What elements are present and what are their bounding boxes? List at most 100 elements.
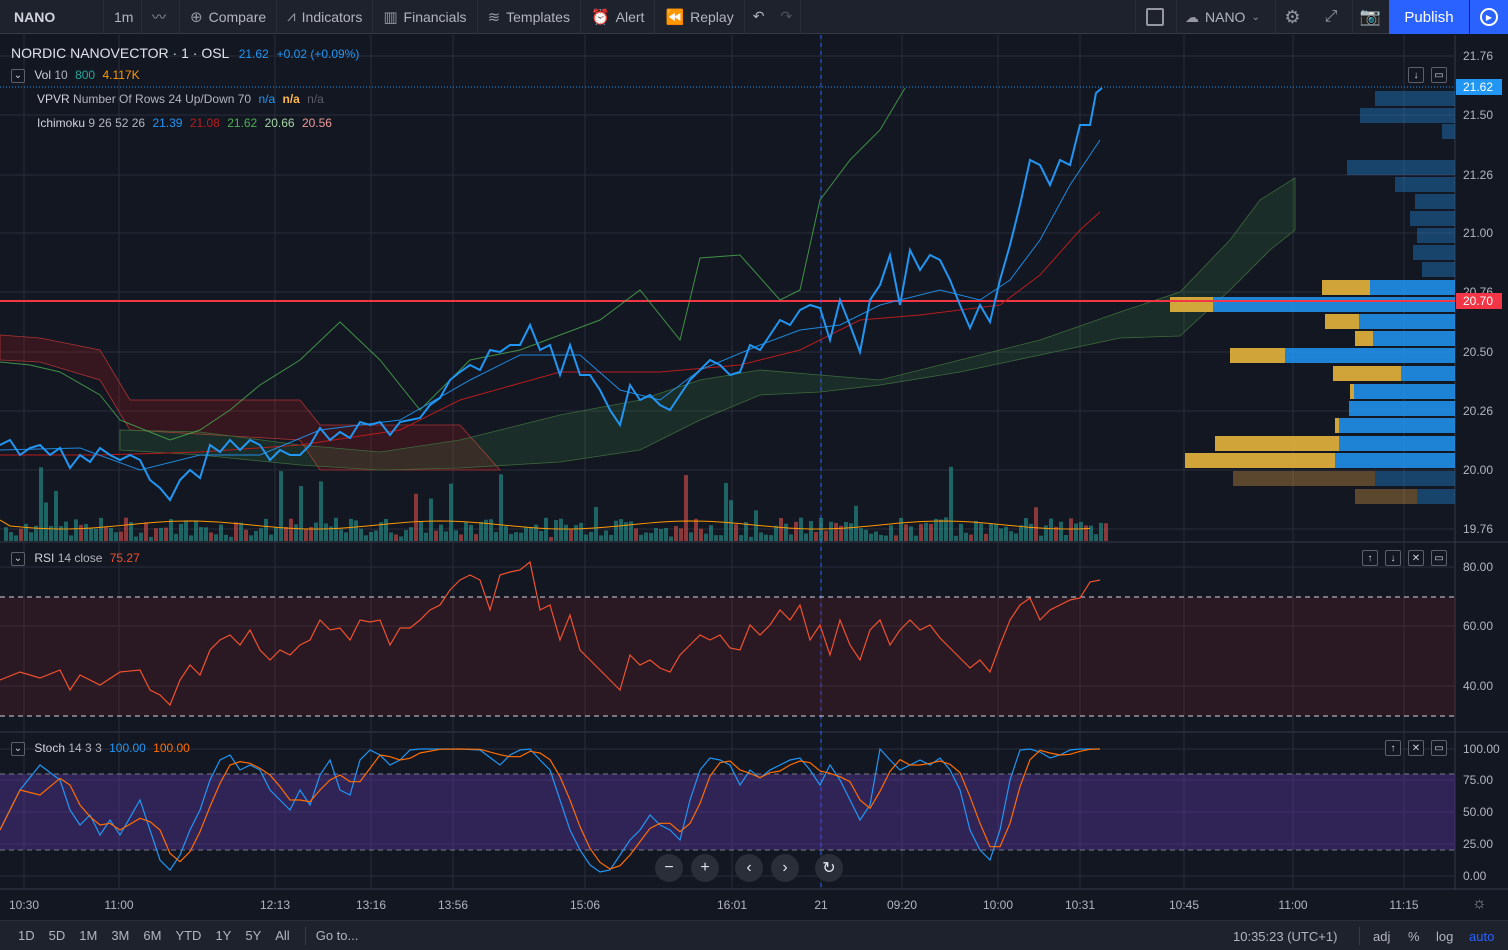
vpvr-legend[interactable]: VPVR Number Of Rows 24 Up/Down 70 n/a n/… [37, 92, 324, 106]
maximize-stoch-button[interactable]: ▭ [1431, 740, 1447, 756]
move-rsi-up-button[interactable]: ↑ [1362, 550, 1378, 566]
indicators-button[interactable]: ⩘ Indicators [277, 0, 374, 34]
interval-button[interactable]: 1m [104, 0, 142, 34]
zoom-out-button[interactable]: − [655, 854, 683, 882]
auto-toggle[interactable]: auto [1469, 929, 1495, 944]
volume-bar [884, 535, 888, 541]
vpvr-up-bar [1413, 245, 1455, 260]
time-axis-settings-button[interactable]: ☼ [1472, 895, 1487, 913]
percent-toggle[interactable]: % [1408, 929, 1420, 944]
reset-chart-button[interactable]: ↻ [815, 854, 843, 882]
stoch-legend[interactable]: ⌄ Stoch 14 3 3 100.00 100.00 [11, 741, 190, 756]
range-all[interactable]: All [275, 928, 290, 943]
templates-button[interactable]: ≋ Templates [478, 0, 581, 34]
move-rsi-down-button[interactable]: ↓ [1385, 550, 1401, 566]
volume-bar [89, 527, 93, 541]
volume-bar [264, 518, 268, 541]
volume-bar [599, 535, 603, 541]
scroll-left-button[interactable]: ‹ [735, 854, 763, 882]
volume-bar [389, 532, 393, 541]
chart-style-button[interactable]: 〰 [142, 0, 180, 34]
range-5y[interactable]: 5Y [245, 928, 262, 943]
indicators-label: Indicators [301, 8, 363, 25]
chart-canvas[interactable]: 21.7621.5021.2621.0020.7620.5020.2620.00… [0, 35, 1508, 890]
volume-bar [944, 517, 948, 541]
expand-button[interactable]: ⤢ [1314, 0, 1348, 34]
volume-bar [634, 528, 638, 541]
volume-bar [759, 532, 763, 541]
collapse-rsi-button[interactable]: ⌄ [11, 551, 25, 566]
replay-button[interactable]: ⏪ Replay [655, 0, 745, 34]
volume-bar [789, 534, 793, 541]
play-button[interactable]: ▶ [1470, 0, 1508, 34]
snapshot-button[interactable]: 📷 [1352, 0, 1388, 34]
alert-button[interactable]: ⏰ Alert [581, 0, 656, 34]
range-1y[interactable]: 1Y [215, 928, 232, 943]
volume-bar [954, 535, 958, 541]
volume-bar [1039, 535, 1043, 541]
adj-toggle[interactable]: adj [1373, 929, 1391, 944]
ichimoku-params: 9 26 52 26 [88, 116, 146, 130]
time-label: 12:13 [259, 898, 291, 912]
volume-bar [1029, 523, 1033, 541]
volume-bar [1059, 521, 1063, 541]
collapse-stoch-button[interactable]: ⌄ [11, 741, 25, 756]
volume-bar [184, 520, 188, 541]
volume-bar [964, 532, 968, 541]
volume-bar [109, 527, 113, 541]
volume-bar [519, 532, 523, 541]
range-1m[interactable]: 1M [79, 928, 98, 943]
undo-button[interactable]: ↶ [745, 0, 773, 34]
ichimoku-legend[interactable]: Ichimoku 9 26 52 26 21.39 21.08 21.62 20… [37, 116, 332, 130]
volume-bar [734, 524, 738, 541]
goto-button[interactable]: Go to... [315, 928, 359, 943]
vpvr-up-bar [1401, 366, 1455, 381]
volume-bar [1019, 525, 1023, 541]
volume-bar [24, 523, 28, 541]
zoom-in-button[interactable]: + [691, 854, 719, 882]
volume-bar [719, 535, 723, 541]
time-label: 11:15 [1389, 898, 1419, 912]
volume-bar [414, 493, 418, 541]
compare-button[interactable]: ⊕ Compare [180, 0, 278, 34]
maximize-pane-button[interactable]: ▭ [1431, 67, 1447, 83]
vpvr-up-bar [1370, 280, 1455, 295]
time-label: 09:20 [886, 898, 918, 912]
volume-bar [579, 522, 583, 541]
redo-button[interactable]: ↷ [772, 0, 802, 34]
volume-bar [904, 524, 908, 541]
range-ytd[interactable]: YTD [175, 928, 202, 943]
move-pane-down-button[interactable]: ↓ [1408, 67, 1424, 83]
symbol-search[interactable]: NANO [0, 0, 104, 34]
rsi-legend[interactable]: ⌄ RSI 14 close 75.27 [11, 551, 140, 566]
range-3m[interactable]: 3M [111, 928, 130, 943]
settings-button[interactable]: ⚙ [1275, 0, 1309, 34]
close-stoch-button[interactable]: ✕ [1408, 740, 1424, 756]
range-1d[interactable]: 1D [18, 928, 35, 943]
volume-bar [1079, 521, 1083, 541]
publish-button[interactable]: Publish [1389, 0, 1469, 34]
fullscreen-toggle[interactable] [1146, 8, 1164, 26]
symbol-title[interactable]: NORDIC NANOVECTOR · 1 · OSL [11, 45, 229, 61]
volume-bar [274, 527, 278, 541]
layout-selector[interactable]: ☁ NANO ⌄ [1176, 0, 1275, 34]
volume-bar [289, 518, 293, 541]
financials-button[interactable]: ▥ Financials [373, 0, 478, 34]
chart-area[interactable]: 21.76 21.50 21.26 21.00 20.76 20.50 20.26 20.00… [0, 35, 1508, 890]
layout-name: NANO [1205, 9, 1246, 25]
close-rsi-button[interactable]: ✕ [1408, 550, 1424, 566]
collapse-legend-button[interactable]: ⌄ [11, 68, 25, 83]
time-label: 15:06 [569, 898, 601, 912]
vpvr-up-bar [1417, 228, 1455, 243]
move-stoch-up-button[interactable]: ↑ [1385, 740, 1401, 756]
volume-bar [34, 525, 38, 541]
log-toggle[interactable]: log [1436, 929, 1454, 944]
volume-bar [684, 475, 688, 541]
clock[interactable]: 10:35:23 (UTC+1) [1233, 929, 1338, 944]
range-5d[interactable]: 5D [48, 928, 66, 943]
vpvr-value-1: n/a [258, 92, 276, 106]
range-6m[interactable]: 6M [143, 928, 162, 943]
maximize-rsi-button[interactable]: ▭ [1431, 550, 1447, 566]
scroll-right-button[interactable]: › [771, 854, 799, 882]
volume-legend[interactable]: ⌄ Vol 10 800 4.117K [11, 68, 140, 83]
